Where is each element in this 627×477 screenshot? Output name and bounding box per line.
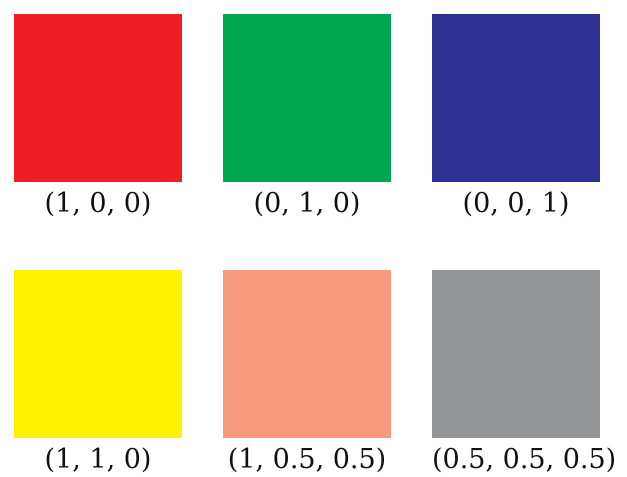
color-square xyxy=(223,14,391,182)
swatch-salmon: (1, 0.5, 0.5) xyxy=(223,270,391,475)
rgb-label: (1, 0.5, 0.5) xyxy=(227,444,387,475)
color-square xyxy=(432,14,600,182)
rgb-label: (1, 1, 0) xyxy=(44,444,152,475)
color-square xyxy=(223,270,391,438)
swatch-green: (0, 1, 0) xyxy=(223,14,391,219)
color-square xyxy=(14,14,182,182)
swatch-gray: (0.5, 0.5, 0.5) xyxy=(432,270,617,475)
color-square xyxy=(14,270,182,438)
rgb-label: (0, 0, 1) xyxy=(462,188,570,219)
rgb-label: (0, 1, 0) xyxy=(253,188,361,219)
swatch-blue: (0, 0, 1) xyxy=(432,14,600,219)
rgb-label: (0.5, 0.5, 0.5) xyxy=(432,444,617,475)
swatch-yellow: (1, 1, 0) xyxy=(14,270,182,475)
color-square xyxy=(432,270,600,438)
swatch-red: (1, 0, 0) xyxy=(14,14,182,219)
rgb-label: (1, 0, 0) xyxy=(44,188,152,219)
